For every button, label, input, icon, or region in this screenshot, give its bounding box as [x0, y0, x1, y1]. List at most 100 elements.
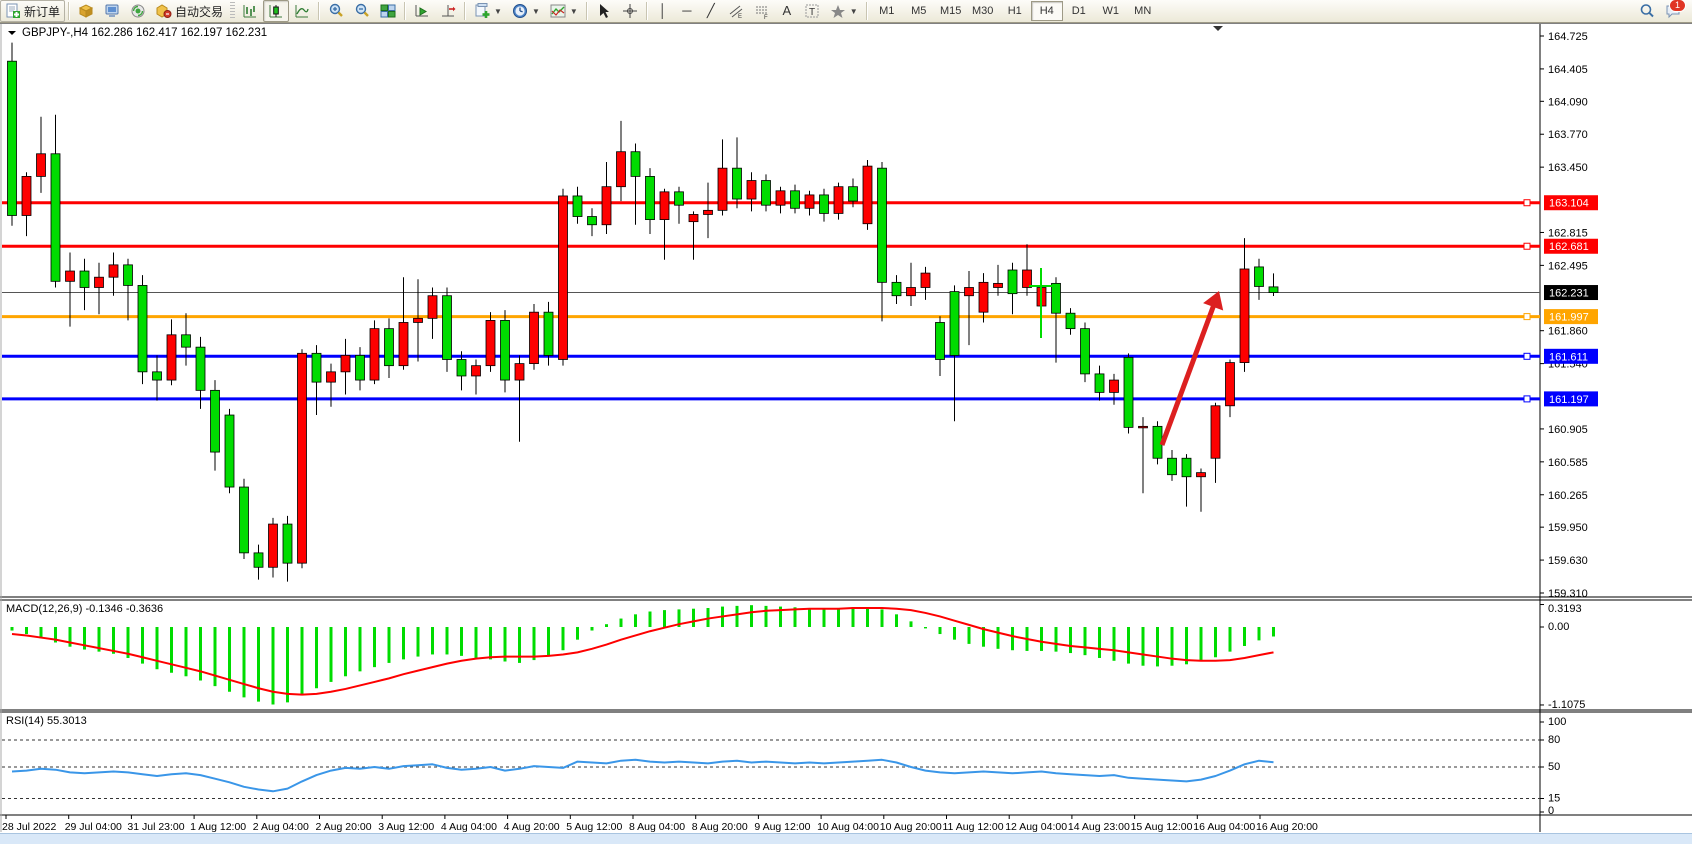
fibonacci-icon: F	[754, 3, 770, 21]
time-tick-label: 28 Jul 2022	[2, 821, 56, 833]
channel-icon: E	[728, 3, 744, 20]
crosshair-icon	[622, 3, 638, 19]
candle-body	[7, 60, 17, 216]
candle-body	[761, 180, 771, 206]
timeframe-button-m5[interactable]: M5	[911, 5, 927, 17]
candle-body	[1007, 269, 1018, 295]
text-tool-button[interactable]: A	[775, 0, 799, 22]
candle-body	[1022, 269, 1032, 288]
hline-tool-button[interactable]: ─	[675, 0, 699, 22]
rsi-pane[interactable]: RSI(14) 55.3013	[2, 715, 1540, 799]
indicators-button[interactable]: ▼	[545, 0, 583, 22]
trend-arrow-head	[1203, 291, 1224, 311]
main-price-pane[interactable]: GBPJPY-,H4 162.286 162.417 162.197 162.2…	[2, 26, 1540, 582]
label-tool-button[interactable]: T	[799, 0, 825, 22]
toolbar-drag-handle[interactable]	[230, 2, 236, 20]
candle-body	[717, 167, 728, 211]
signal-icon	[130, 3, 146, 19]
svg-text:T: T	[809, 7, 815, 18]
toolbar-separator	[464, 2, 467, 20]
fibonacci-tool-button[interactable]: F	[749, 0, 775, 22]
candle-body	[732, 167, 742, 200]
candle-body	[920, 272, 931, 288]
line-handle[interactable]	[1523, 199, 1531, 207]
signal-button[interactable]	[125, 0, 151, 22]
timeframe-button-m1[interactable]: M1	[879, 5, 895, 17]
macd-pane[interactable]: MACD(12,26,9) -0.1346 -0.3636	[6, 603, 1275, 705]
toolbar-separator	[865, 2, 868, 20]
line-chart-button[interactable]	[289, 0, 315, 22]
candle-body	[587, 216, 597, 226]
chart-window[interactable]	[0, 23, 1692, 834]
timeframe-button-h1[interactable]: H1	[1007, 5, 1022, 17]
time-tick-label: 4 Aug 20:00	[504, 821, 560, 833]
timeframe-button-h4[interactable]: H4	[1030, 1, 1063, 21]
search-button[interactable]	[1634, 0, 1660, 22]
candle-body	[877, 167, 887, 283]
candle-body	[471, 365, 481, 377]
candle-body	[1239, 268, 1250, 363]
candle-body	[181, 334, 191, 348]
dropdown-caret: ▼	[531, 6, 540, 16]
vline-tool-button[interactable]: │	[651, 0, 675, 22]
zoom-in-button[interactable]	[323, 0, 349, 22]
auto-scroll-icon	[414, 3, 430, 19]
toolbar-separator	[645, 2, 648, 20]
line-handle[interactable]	[1523, 242, 1531, 250]
price-tick-label: 160.585	[1548, 457, 1588, 469]
auto-trade-button[interactable]: 自动交易	[151, 0, 228, 22]
vertical-line-icon: │	[658, 3, 667, 18]
candle-body	[1181, 457, 1192, 478]
candle-body	[195, 346, 206, 391]
timeframe-button-m30[interactable]: M30	[972, 5, 994, 17]
price-tick-label: 159.630	[1548, 555, 1588, 567]
time-tick-label: 3 Aug 12:00	[378, 821, 434, 833]
tile-windows-button[interactable]	[375, 0, 401, 22]
price-tick-label: 164.405	[1548, 64, 1588, 76]
axes: 164.725 164.405 164.090 163.770 163.450 162.8…	[2, 31, 1598, 833]
candle-body	[1138, 425, 1148, 429]
notifications-button[interactable]: 1	[1660, 0, 1686, 22]
shapes-tool-button[interactable]: ▼	[825, 0, 863, 22]
candle-body	[166, 334, 177, 381]
line-handle[interactable]	[1523, 352, 1531, 360]
line-handle[interactable]	[1523, 313, 1531, 321]
crosshair-tool-button[interactable]	[617, 0, 643, 22]
candle-body	[891, 281, 902, 297]
chart-shift-icon	[440, 3, 456, 19]
cursor-tool-button[interactable]	[591, 0, 617, 22]
candle-body	[978, 281, 989, 313]
cursor-icon	[596, 3, 612, 19]
candle-body	[94, 276, 104, 288]
timeframe-button-mn[interactable]: MN	[1134, 5, 1152, 17]
candle-body	[427, 295, 438, 319]
chart-shift-button[interactable]	[435, 0, 461, 22]
symbol-dropdown-icon[interactable]	[8, 31, 16, 35]
price-tick-label: 160.905	[1548, 424, 1588, 436]
period-clock-button[interactable]: ▼	[507, 0, 545, 22]
terminal-button[interactable]	[99, 0, 125, 22]
new-order-label: 新订单	[24, 4, 61, 19]
svg-text:F: F	[764, 15, 768, 19]
bar-chart-button[interactable]	[237, 0, 263, 22]
auto-scroll-button[interactable]	[409, 0, 435, 22]
time-tick-label: 14 Aug 23:00	[1068, 821, 1130, 833]
channel-tool-button[interactable]: E	[723, 0, 749, 22]
new-order-button[interactable]: 新订单	[0, 0, 66, 22]
candle-body	[442, 295, 452, 360]
package-button[interactable]	[73, 0, 99, 22]
timeframe-button-w1[interactable]: W1	[1102, 5, 1119, 17]
candle-chart-button[interactable]	[263, 0, 290, 22]
new-chart-button[interactable]: ▼	[469, 0, 507, 22]
timeframe-button-d1[interactable]: D1	[1071, 5, 1086, 17]
candle-body	[616, 151, 626, 188]
trend-arrow[interactable]	[1159, 299, 1218, 446]
timeframe-button-m15[interactable]: M15	[940, 5, 962, 17]
zoom-out-button[interactable]	[349, 0, 375, 22]
candle-body	[862, 165, 873, 225]
line-handle[interactable]	[1523, 395, 1531, 403]
candle-body	[355, 354, 365, 381]
trendline-tool-button[interactable]: ╱	[699, 0, 723, 22]
time-tick-label: 12 Aug 04:00	[1005, 821, 1067, 833]
